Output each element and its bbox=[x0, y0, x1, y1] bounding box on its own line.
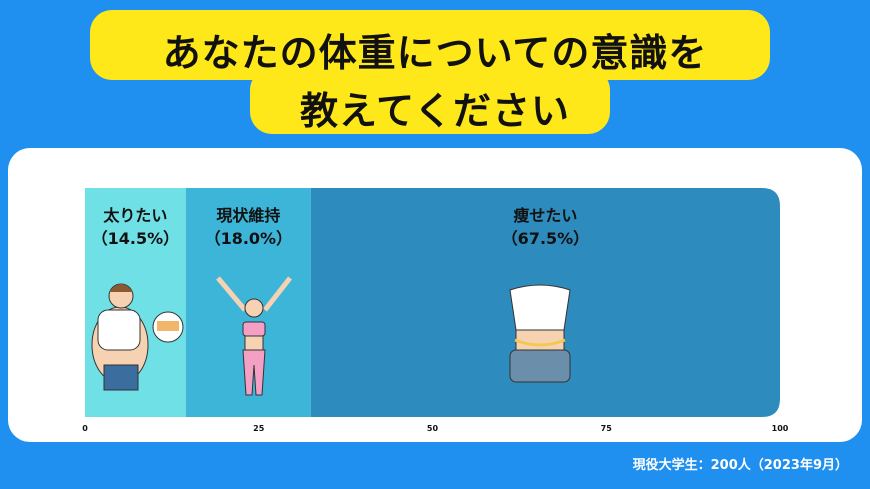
title-highlight bbox=[250, 68, 610, 134]
segment-value-label: （14.5%） bbox=[92, 229, 180, 248]
segment-label: 痩せたい bbox=[513, 206, 577, 225]
x-tick-label: 0 bbox=[82, 424, 88, 433]
x-tick-label: 75 bbox=[601, 424, 613, 433]
segment-label: 太りたい bbox=[102, 206, 167, 225]
segment-value-label: （67.5%） bbox=[502, 229, 590, 248]
x-tick-label: 100 bbox=[772, 424, 789, 433]
title-line-1: あなたの体重についての意識を bbox=[162, 31, 708, 75]
waist-measuring-illustration bbox=[509, 284, 571, 383]
x-tick-label: 50 bbox=[427, 424, 439, 433]
segment-label: 現状維持 bbox=[216, 206, 280, 225]
title-line-2: 教えてください bbox=[300, 89, 570, 133]
segment-value-label: （18.0%） bbox=[205, 229, 293, 248]
man-measuring-waist-illustration bbox=[91, 283, 184, 391]
survey-footnote: 現役大学生：200人（2023年9月） bbox=[632, 458, 848, 473]
x-tick-label: 25 bbox=[253, 424, 265, 433]
woman-celebrating-illustration bbox=[216, 276, 292, 396]
